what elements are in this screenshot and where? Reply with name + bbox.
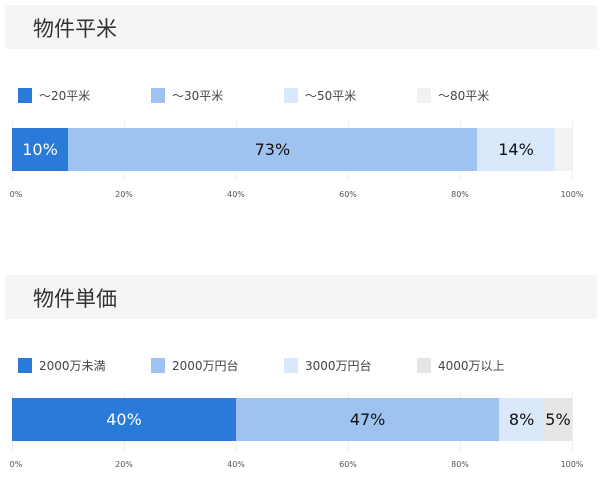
legend-item: 〜80平米 [417, 87, 489, 103]
legend-item: 2000万未満 [18, 357, 106, 373]
bar-segment: 14% [476, 128, 556, 171]
bar-segment: 47% [236, 398, 500, 441]
bar-segment [555, 128, 572, 171]
data-label: 40% [106, 410, 142, 429]
x-tick-label: 80% [451, 190, 469, 199]
legend-label: 3000万円台 [305, 358, 372, 373]
x-tick-label: 40% [227, 460, 245, 469]
x-tick-label: 0% [9, 190, 23, 199]
data-label: 73% [254, 140, 291, 159]
data-label: 5% [545, 410, 571, 429]
legend: 〜20平米 〜30平米 〜50平米 〜80平米 [18, 87, 598, 107]
legend-swatch [417, 357, 431, 373]
legend-swatch [284, 357, 298, 373]
stacked-bar: 10% 73% 14% [12, 128, 572, 171]
legend: 2000万未満 2000万円台 3000万円台 4000万以上 [18, 357, 598, 377]
legend-label: 2000万円台 [172, 358, 239, 373]
legend-swatch [151, 357, 165, 373]
legend-swatch [284, 87, 298, 103]
legend-swatch [151, 87, 165, 103]
stacked-bar: 40% 47% 8% 5% [12, 398, 572, 441]
legend-label: 〜80平米 [438, 88, 490, 103]
legend-label: 4000万以上 [438, 358, 505, 373]
bar-segment: 5% [544, 398, 572, 441]
x-tick-label: 100% [560, 460, 584, 469]
legend-item: 4000万以上 [417, 357, 505, 373]
legend-label: 〜50平米 [305, 88, 357, 103]
x-tick-label: 20% [115, 460, 133, 469]
legend-item: 〜30平米 [151, 87, 223, 103]
x-tick-label: 80% [451, 460, 469, 469]
x-tick-label: 40% [227, 190, 245, 199]
gridline [572, 391, 573, 451]
x-tick-label: 60% [339, 190, 357, 199]
legend-swatch [417, 87, 431, 103]
legend-item: 〜20平米 [18, 87, 90, 103]
legend-item: 2000万円台 [151, 357, 239, 373]
legend-label: 2000万未満 [39, 358, 106, 373]
bar-segment: 8% [499, 398, 544, 441]
x-tick-label: 100% [560, 190, 584, 199]
gridline [572, 121, 573, 181]
x-tick-label: 60% [339, 460, 357, 469]
chart-title: 物件単価 [33, 287, 117, 311]
legend-label: 〜30平米 [172, 88, 224, 103]
data-label: 14% [498, 140, 534, 159]
legend-item: 〜50平米 [284, 87, 356, 103]
data-label: 10% [22, 140, 58, 159]
plot-area: 0% 20% 40% 60% 80% 100% 40% 47% 8% 5% [10, 391, 583, 469]
chart-title: 物件平米 [33, 17, 117, 41]
bar-segment: 73% [68, 128, 477, 171]
data-label: 8% [508, 410, 535, 429]
plot-area: 0% 20% 40% 60% 80% 100% 10% 73% 14% [10, 121, 583, 199]
title-band [5, 275, 597, 319]
x-tick-label: 20% [115, 190, 133, 199]
x-tick-label: 0% [9, 460, 23, 469]
legend-label: 〜20平米 [39, 88, 91, 103]
title-band [5, 5, 597, 49]
legend-swatch [18, 87, 32, 103]
data-label: 47% [349, 410, 386, 429]
bar-segment: 10% [12, 128, 68, 171]
bar-segment: 40% [12, 398, 236, 441]
legend-item: 3000万円台 [284, 357, 372, 373]
legend-swatch [18, 357, 32, 373]
